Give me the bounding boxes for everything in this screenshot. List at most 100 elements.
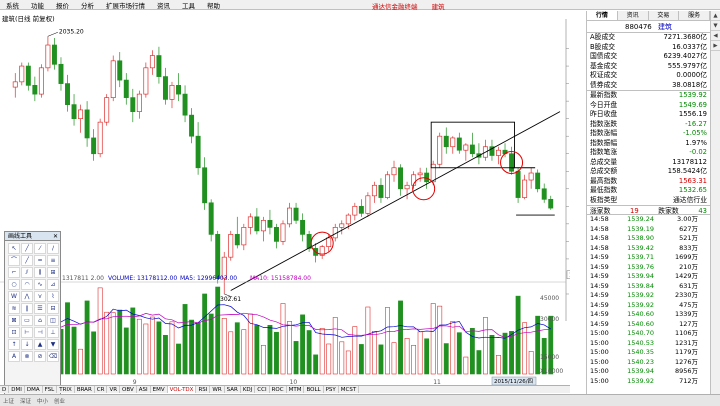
- menu-item-analysis[interactable]: 分析: [81, 1, 94, 10]
- index-stat-row-value: 1.97%: [685, 138, 707, 147]
- indicator-tab[interactable]: SAR: [225, 386, 241, 393]
- draw-tool-icon[interactable]: ⌐: [8, 267, 20, 278]
- draw-tool-icon[interactable]: ↖: [8, 243, 20, 254]
- candle-body: [267, 220, 273, 228]
- indicator-tab[interactable]: CR: [95, 386, 108, 393]
- kline-chart[interactable]: 2000195019001850180017501700165016001550…: [0, 11, 570, 321]
- draw-tool-icon[interactable]: ═: [34, 255, 46, 266]
- side-button-1[interactable]: ▲: [711, 11, 720, 21]
- draw-tool-icon[interactable]: ⁄: [34, 243, 46, 254]
- tick-list[interactable]: 14:58 1539.24 3.00万 14:58 1539.19 627万 14:58 15…: [587, 215, 710, 386]
- draw-tool-icon[interactable]: ⋎: [34, 291, 46, 302]
- menu-item-function[interactable]: 功能: [31, 1, 44, 10]
- draw-tool-icon[interactable]: ↑: [8, 339, 20, 350]
- tab-quote[interactable]: 行情: [587, 11, 618, 20]
- indicator-tab[interactable]: KDJ: [241, 386, 256, 393]
- draw-tool-icon[interactable]: ◠: [21, 279, 33, 290]
- draw-tool-icon[interactable]: ∥: [21, 303, 33, 314]
- draw-tool-icon[interactable]: ⌂: [34, 315, 46, 326]
- status-sh[interactable]: 上证: [3, 398, 15, 405]
- candle-body: [156, 55, 162, 77]
- draw-tool-icon[interactable]: ⫼: [34, 267, 46, 278]
- draw-tool-icon[interactable]: ◫: [47, 315, 59, 326]
- volume-bar: [371, 331, 377, 375]
- draw-tool-icon[interactable]: ○: [8, 279, 20, 290]
- indicator-tab[interactable]: BOLL: [304, 386, 324, 393]
- draw-tool-icon[interactable]: ⊣: [34, 327, 46, 338]
- index-stat-row-label: 今日开盘: [590, 100, 618, 109]
- indicator-tab[interactable]: PSY: [324, 386, 339, 393]
- status-gem[interactable]: 创业: [54, 398, 66, 405]
- draw-tool-icon[interactable]: ⌒: [8, 255, 20, 266]
- status-sz[interactable]: 深证: [20, 398, 32, 405]
- indicator-tab[interactable]: EMV: [151, 386, 168, 393]
- draw-tool-icon[interactable]: ⊗: [21, 351, 33, 362]
- indicator-tab[interactable]: DMA: [25, 386, 43, 393]
- side-button-4[interactable]: ▶: [711, 41, 720, 51]
- tab-service[interactable]: 服务: [679, 11, 710, 20]
- draw-tool-icon[interactable]: ╱: [21, 255, 33, 266]
- candle-body: [437, 135, 443, 165]
- indicator-tab[interactable]: OBV: [120, 386, 137, 393]
- menu-item-tools[interactable]: 工具: [182, 1, 195, 10]
- drawing-tools-titlebar[interactable]: 画线工具 ✕: [5, 232, 60, 241]
- draw-tool-icon[interactable]: ⊥: [47, 327, 59, 338]
- draw-tool-icon[interactable]: ∿: [34, 279, 46, 290]
- tab-news[interactable]: 资讯: [618, 11, 649, 20]
- side-button-2[interactable]: ▼: [711, 21, 720, 31]
- indicator-tab[interactable]: VOL-TDX: [167, 386, 197, 393]
- draw-tool-icon[interactable]: ∕: [47, 243, 59, 254]
- draw-tool-icon[interactable]: ☰: [34, 303, 46, 314]
- volume-bar: [189, 319, 195, 375]
- tick-time: 14:59: [590, 253, 609, 261]
- indicator-tab[interactable]: WR: [210, 386, 225, 393]
- draw-tool-icon[interactable]: ⊟: [47, 303, 59, 314]
- draw-tool-icon[interactable]: ⊞: [47, 267, 59, 278]
- indicator-tab[interactable]: TRIX: [57, 386, 75, 393]
- draw-tool-icon[interactable]: ⊠: [8, 315, 20, 326]
- indicator-tab[interactable]: VR: [107, 386, 121, 393]
- indicator-tab[interactable]: MCST: [339, 386, 360, 393]
- indicator-tab[interactable]: FSL: [43, 386, 58, 393]
- tick-volume: 521万: [679, 234, 698, 242]
- indicator-tab[interactable]: D: [0, 386, 10, 393]
- indicator-tab[interactable]: MTM: [287, 386, 305, 393]
- draw-tool-icon[interactable]: ⌇: [47, 291, 59, 302]
- status-sme[interactable]: 中小: [37, 398, 49, 405]
- tick-time: 14:58: [590, 234, 609, 242]
- tick-price: 1540.53: [627, 338, 654, 347]
- indicator-tab[interactable]: RSI: [196, 386, 211, 393]
- draw-tool-icon[interactable]: ⊡: [8, 327, 20, 338]
- tab-trade[interactable]: 交易: [649, 11, 680, 20]
- menu-item-system[interactable]: 系统: [6, 1, 19, 10]
- draw-tool-icon[interactable]: W: [8, 291, 20, 302]
- indicator-tab[interactable]: DMI: [9, 386, 25, 393]
- side-button-3[interactable]: ◀: [711, 31, 720, 41]
- menu-item-extended-market[interactable]: 扩展市场行情: [106, 1, 145, 10]
- draw-tool-icon[interactable]: ⌫: [47, 351, 59, 362]
- draw-tool-icon[interactable]: ⫽: [21, 267, 33, 278]
- menu-item-quote[interactable]: 报价: [56, 1, 69, 10]
- draw-tool-icon[interactable]: ▲: [34, 339, 46, 350]
- draw-tool-icon[interactable]: ≡: [47, 255, 59, 266]
- draw-tool-icon[interactable]: ⊿: [47, 279, 59, 290]
- stock-name: 建筑: [657, 23, 672, 31]
- menu-item-help[interactable]: 帮助: [207, 1, 220, 10]
- draw-tool-icon[interactable]: ⊢: [21, 327, 33, 338]
- candle-body: [385, 174, 390, 198]
- draw-tool-icon[interactable]: ▼: [47, 339, 59, 350]
- volume-bar: [352, 326, 358, 375]
- indicator-tab[interactable]: CCI: [255, 386, 270, 393]
- draw-tool-icon[interactable]: ╱: [21, 243, 33, 254]
- draw-tool-icon[interactable]: ▭: [21, 315, 33, 326]
- draw-tool-icon[interactable]: A: [8, 351, 20, 362]
- draw-tool-icon[interactable]: ⋀: [21, 291, 33, 302]
- indicator-tab[interactable]: BRAR: [75, 386, 95, 393]
- draw-tool-icon[interactable]: ↓: [21, 339, 33, 350]
- menu-item-news[interactable]: 资讯: [157, 1, 170, 10]
- draw-tool-icon[interactable]: ⊘: [34, 351, 46, 362]
- indicator-tab[interactable]: ROC: [270, 386, 287, 393]
- indicator-tab[interactable]: ASI: [137, 386, 151, 393]
- draw-tool-icon[interactable]: ≋: [8, 303, 20, 314]
- close-icon[interactable]: ✕: [52, 233, 58, 240]
